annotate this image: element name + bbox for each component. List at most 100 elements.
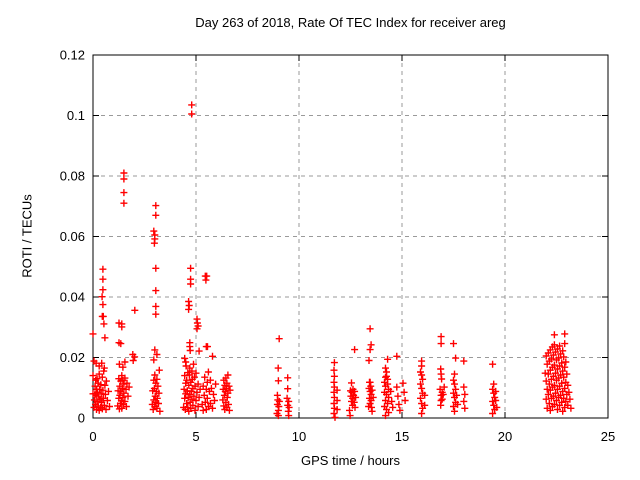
data-point-marker	[155, 400, 162, 407]
data-point-marker	[562, 358, 570, 366]
data-point-marker	[118, 384, 126, 392]
data-point-marker	[206, 376, 214, 384]
data-point-marker	[461, 404, 469, 412]
y-tick-label: 0.12	[60, 48, 85, 63]
data-point-marker	[566, 395, 574, 403]
data-point-marker	[188, 367, 196, 375]
data-point-marker	[225, 382, 233, 390]
data-point-marker	[100, 320, 108, 328]
data-point-marker	[418, 362, 426, 370]
data-point-marker	[395, 400, 403, 408]
data-point-marker	[210, 390, 217, 398]
data-point-marker	[102, 377, 110, 385]
data-point-marker	[196, 385, 204, 393]
data-point-marker	[124, 392, 132, 400]
data-point-marker	[492, 397, 500, 404]
data-point-marker	[152, 287, 160, 295]
data-point-marker	[331, 413, 339, 421]
data-point-marker	[437, 340, 445, 348]
data-point-marker	[389, 403, 397, 411]
data-point-marker	[193, 325, 201, 333]
y-tick-label: 0.02	[60, 350, 85, 365]
data-point-marker	[330, 359, 338, 367]
data-point-marker	[450, 340, 457, 348]
data-point-marker	[387, 387, 395, 395]
data-point-marker	[559, 347, 567, 355]
data-point-marker	[95, 370, 103, 378]
data-point-marker	[118, 404, 126, 412]
data-point-marker	[351, 403, 359, 411]
data-point-marker	[383, 372, 390, 380]
data-point-marker	[450, 376, 457, 384]
data-point-marker	[550, 341, 558, 349]
data-point-marker	[461, 390, 469, 398]
data-point-marker	[385, 393, 393, 401]
data-point-marker	[382, 364, 389, 372]
data-point-marker	[273, 410, 281, 417]
data-point-marker	[274, 396, 282, 404]
data-point-marker	[154, 382, 162, 390]
data-point-marker	[284, 385, 292, 393]
data-point-marker	[453, 391, 461, 399]
data-point-marker	[93, 375, 101, 383]
data-point-marker	[393, 352, 401, 360]
data-point-marker	[552, 369, 559, 377]
data-point-marker	[368, 386, 376, 394]
data-point-marker	[99, 265, 107, 273]
data-point-marker	[188, 110, 196, 118]
data-point-marker	[330, 366, 338, 374]
data-point-marker	[225, 400, 232, 408]
data-point-marker	[394, 392, 402, 400]
data-point-marker	[351, 387, 359, 395]
data-point-marker	[489, 397, 497, 405]
data-point-marker	[117, 397, 125, 404]
data-point-marker	[550, 381, 558, 389]
data-point-marker	[419, 375, 427, 383]
data-point-marker	[106, 403, 113, 410]
data-point-marker	[191, 406, 199, 414]
data-point-marker	[561, 340, 569, 348]
data-point-marker	[188, 101, 196, 109]
data-point-marker	[543, 385, 551, 393]
data-point-marker	[103, 397, 111, 404]
data-point-marker	[195, 347, 203, 355]
data-point-marker	[369, 393, 377, 401]
y-tick-label: 0.06	[60, 229, 85, 244]
data-point-marker	[181, 394, 189, 402]
data-point-marker	[99, 394, 107, 402]
data-point-marker	[350, 398, 358, 406]
data-point-marker	[561, 363, 569, 371]
data-point-marker	[333, 397, 341, 404]
data-point-marker	[418, 371, 426, 379]
data-point-marker	[452, 385, 460, 393]
data-point-marker	[438, 375, 446, 383]
data-point-marker	[96, 385, 104, 393]
data-point-marker	[117, 340, 125, 348]
data-point-marker	[121, 374, 129, 382]
data-point-marker	[561, 384, 569, 392]
data-point-marker	[417, 394, 424, 402]
data-point-marker	[225, 406, 233, 414]
data-point-marker	[152, 211, 160, 219]
data-point-marker	[351, 346, 359, 354]
data-point-marker	[101, 334, 109, 342]
data-point-marker	[396, 406, 404, 414]
data-point-marker	[150, 227, 158, 235]
data-point-marker	[206, 400, 214, 407]
data-point-marker	[346, 412, 354, 420]
data-point-marker	[153, 394, 161, 402]
x-tick-label: 25	[601, 429, 615, 444]
data-point-marker	[366, 346, 374, 354]
data-point-marker	[209, 352, 216, 360]
data-point-marker	[199, 382, 207, 390]
data-point-marker	[192, 369, 200, 377]
data-point-marker	[95, 362, 103, 370]
data-point-marker	[460, 397, 468, 405]
data-point-marker	[185, 305, 193, 313]
data-point-marker	[460, 383, 468, 391]
x-tick-label: 20	[498, 429, 512, 444]
data-point-marker	[120, 380, 128, 388]
data-point-marker	[202, 276, 210, 284]
data-point-marker	[226, 386, 234, 394]
